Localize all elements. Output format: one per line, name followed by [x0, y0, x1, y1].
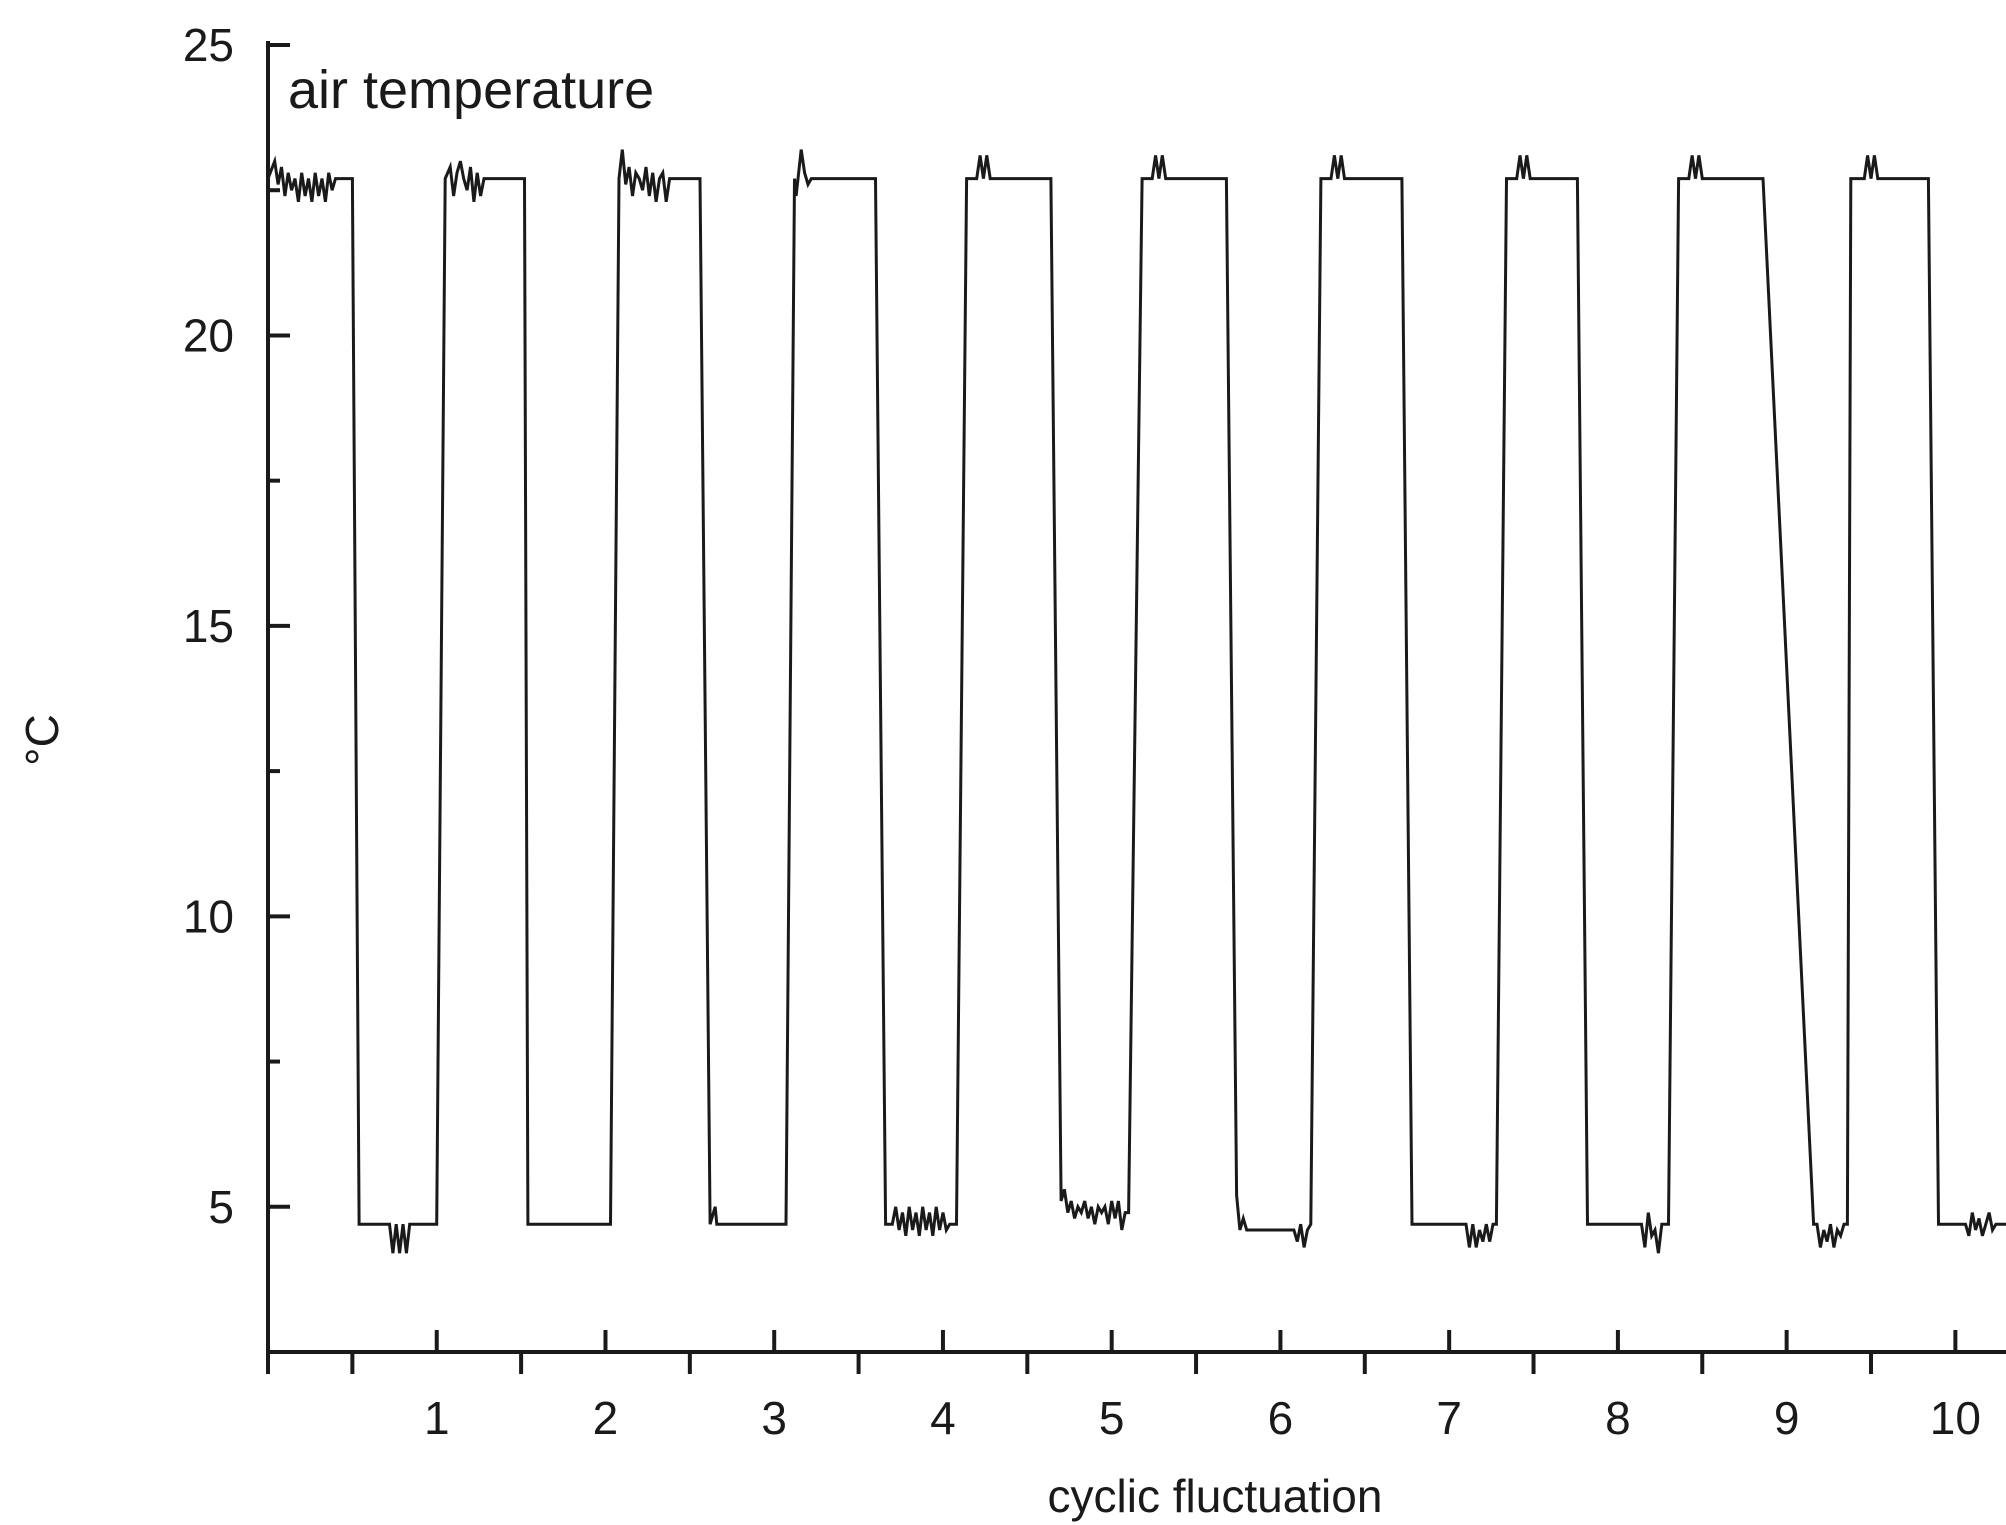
x-axis-title: cyclic fluctuation [1048, 1470, 1383, 1522]
series-line-0 [266, 149, 2006, 1254]
ticks-layer [266, 43, 1958, 1374]
annotation-air-temperature: air temperature [288, 60, 654, 120]
x-tick-label: 7 [1436, 1392, 1462, 1444]
x-tick-label: 3 [761, 1392, 787, 1444]
x-tick-label: 10 [1930, 1392, 1981, 1444]
x-tick-label: 4 [930, 1392, 956, 1444]
y-tick-label: 20 [183, 309, 234, 361]
x-tick-label: 1 [424, 1392, 450, 1444]
series-layer [266, 149, 2006, 1254]
x-tick-label: 9 [1774, 1392, 1800, 1444]
y-tick-label: 15 [183, 600, 234, 652]
y-tick-label: 25 [183, 19, 234, 71]
x-tick-label: 8 [1605, 1392, 1631, 1444]
x-tick-label: 2 [593, 1392, 619, 1444]
y-tick-label: 10 [183, 890, 234, 942]
y-axis-title: °C [16, 714, 68, 766]
x-tick-label: 6 [1268, 1392, 1294, 1444]
x-tick-label: 5 [1099, 1392, 1125, 1444]
labels-layer: 5 10 15 20 25 1 2 3 4 5 6 7 8 9 10 [183, 19, 1981, 1444]
y-tick-label: 5 [208, 1181, 234, 1233]
